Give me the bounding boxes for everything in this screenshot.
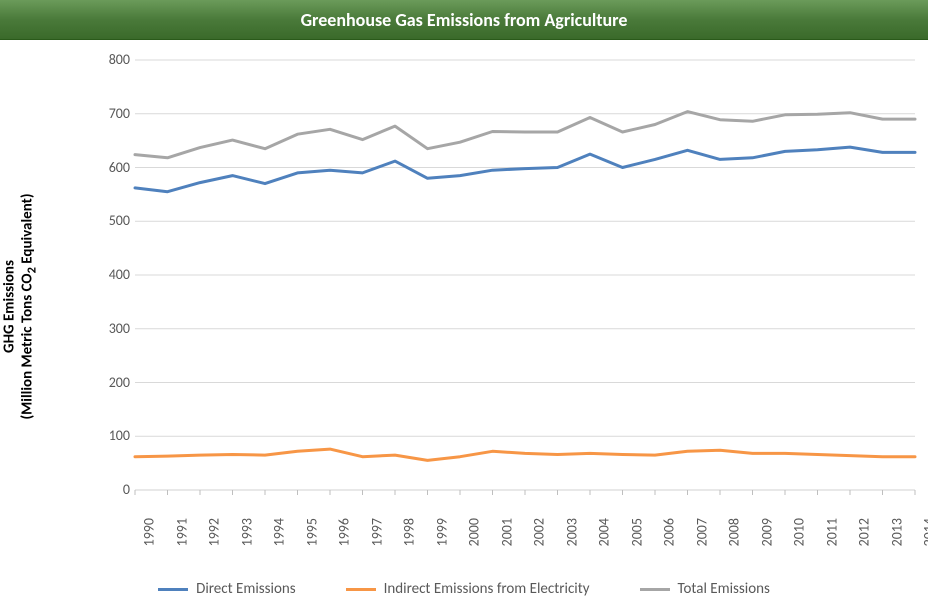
x-tick-label: 1997 [368,518,385,546]
x-tick-label: 2011 [823,518,840,546]
y-tick-label: 700 [90,105,130,122]
x-tick-label: 2003 [563,518,580,546]
legend-label: Total Emissions [678,580,770,598]
y-tick-label: 400 [90,266,130,283]
x-tick-label: 2007 [693,518,710,546]
plot-svg [0,0,928,613]
x-tick-label: 1995 [303,518,320,546]
x-tick-label: 2006 [661,518,678,546]
legend-item: Total Emissions [640,580,770,598]
x-tick-label: 2008 [726,518,743,546]
y-tick-label: 600 [90,159,130,176]
x-tick-label: 1991 [173,518,190,546]
y-tick-label: 200 [90,374,130,391]
x-tick-label: 2014 [921,518,928,546]
x-tick-label: 1998 [401,518,418,546]
legend-label: Indirect Emissions from Electricity [384,580,590,598]
x-tick-label: 2000 [466,518,483,546]
legend-swatch [346,588,376,591]
series-indirect-emissions-from-electricity [135,449,915,460]
x-tick-label: 2004 [596,518,613,546]
x-tick-label: 2010 [791,518,808,546]
y-tick-label: 0 [90,481,130,498]
chart-container: Greenhouse Gas Emissions from Agricultur… [0,0,928,613]
y-tick-label: 500 [90,212,130,229]
x-tick-label: 2013 [888,518,905,546]
legend-item: Indirect Emissions from Electricity [346,580,590,598]
x-tick-label: 1992 [206,518,223,546]
x-tick-label: 1994 [271,518,288,546]
x-tick-label: 1996 [336,518,353,546]
series-direct-emissions [135,147,915,192]
x-tick-label: 1999 [433,518,450,546]
x-tick-label: 2002 [531,518,548,546]
legend-swatch [158,588,188,591]
x-tick-label: 1990 [141,518,158,546]
legend-label: Direct Emissions [196,580,296,598]
legend-swatch [640,588,670,591]
x-tick-label: 2012 [856,518,873,546]
x-tick-label: 2009 [758,518,775,546]
x-tick-label: 2001 [498,518,515,546]
y-tick-label: 800 [90,51,130,68]
legend: Direct Emissions Indirect Emissions from … [0,580,928,598]
y-tick-label: 300 [90,320,130,337]
x-tick-label: 1993 [238,518,255,546]
legend-item: Direct Emissions [158,580,296,598]
y-tick-label: 100 [90,427,130,444]
x-tick-label: 2005 [628,518,645,546]
